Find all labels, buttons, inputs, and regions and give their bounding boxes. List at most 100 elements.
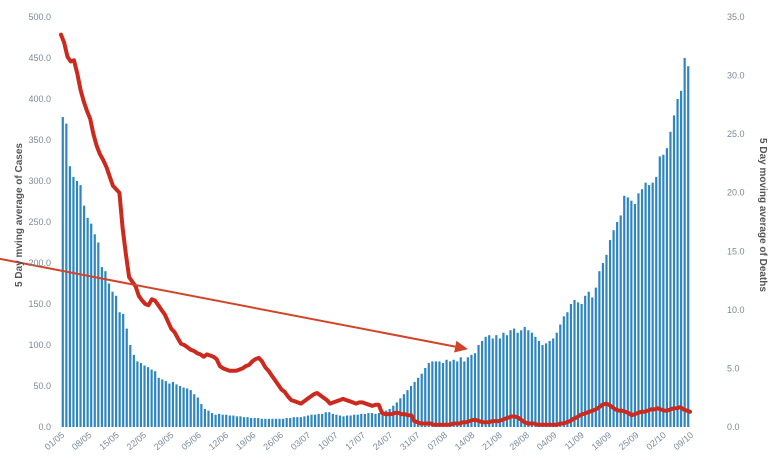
case-bar xyxy=(420,373,423,427)
case-bar xyxy=(175,384,178,427)
case-bar xyxy=(548,340,551,427)
case-bar xyxy=(584,295,587,427)
case-bar xyxy=(125,328,128,427)
right-tick-label: 20.0 xyxy=(727,188,745,198)
case-bar xyxy=(555,332,558,427)
case-bar xyxy=(644,182,647,427)
case-bar xyxy=(598,271,601,427)
case-bar xyxy=(221,414,224,427)
case-bar xyxy=(203,408,207,427)
case-bar xyxy=(633,203,637,427)
case-bar xyxy=(207,410,210,427)
case-bar xyxy=(182,387,185,427)
case-bar xyxy=(349,415,352,427)
case-bar xyxy=(171,381,175,427)
case-bar xyxy=(79,185,82,427)
case-bar xyxy=(186,388,189,427)
case-bar xyxy=(640,189,644,427)
case-bar xyxy=(484,336,487,427)
case-bar xyxy=(168,383,171,427)
case-bar xyxy=(310,414,313,427)
case-bar xyxy=(257,417,260,427)
case-bar xyxy=(580,304,583,427)
case-bar xyxy=(313,414,317,427)
x-axis-ticks: 01/05 08/05 15/05 22/05 29/05 05/06 12/06 19/06… xyxy=(43,430,696,452)
case-bar xyxy=(456,361,459,427)
case-bar xyxy=(676,99,679,427)
case-bar xyxy=(335,414,338,427)
case-bar xyxy=(612,230,615,427)
case-bar xyxy=(605,254,608,427)
left-tick-label: 400.0 xyxy=(28,94,51,104)
case-bar xyxy=(143,365,146,427)
x-tick-label: 11/09 xyxy=(563,430,586,452)
case-bar xyxy=(299,417,302,427)
case-bar xyxy=(623,195,626,427)
case-bar xyxy=(274,418,278,427)
case-bar xyxy=(93,234,96,427)
case-bar xyxy=(626,197,629,427)
case-bar xyxy=(573,299,576,427)
x-tick-label: 24/07 xyxy=(371,430,395,452)
case-bar xyxy=(438,361,441,427)
case-bar xyxy=(385,410,388,427)
left-tick-label: 250.0 xyxy=(28,217,51,227)
case-bar xyxy=(178,386,182,427)
case-bar xyxy=(445,359,448,427)
case-bar xyxy=(264,418,267,427)
case-bar xyxy=(189,390,192,427)
x-tick-label: 25/09 xyxy=(617,430,641,452)
x-tick-label: 07/08 xyxy=(425,430,449,452)
case-bar xyxy=(669,131,672,428)
x-tick-label: 31/07 xyxy=(398,430,422,452)
case-bar xyxy=(466,357,469,427)
case-bar xyxy=(193,394,196,427)
case-bar xyxy=(616,222,619,427)
case-bar xyxy=(449,361,452,427)
case-bar xyxy=(527,330,530,427)
x-tick-label: 03/07 xyxy=(289,430,313,452)
case-bar xyxy=(118,312,121,427)
case-bar xyxy=(516,332,519,427)
x-tick-label: 17/07 xyxy=(343,430,367,452)
case-bar xyxy=(658,156,661,427)
case-bar xyxy=(608,240,612,427)
case-bar xyxy=(374,413,377,427)
case-bar xyxy=(146,367,150,427)
case-bar xyxy=(129,345,132,427)
cases-bars xyxy=(61,58,690,428)
right-tick-label: 25.0 xyxy=(727,129,745,139)
case-bar xyxy=(630,200,633,427)
case-bar xyxy=(246,417,249,427)
case-bar xyxy=(637,193,640,427)
case-bar xyxy=(651,182,654,427)
right-tick-label: 30.0 xyxy=(727,71,745,81)
case-bar xyxy=(424,367,427,427)
left-tick-label: 350.0 xyxy=(28,135,51,145)
case-bar xyxy=(377,413,381,427)
case-bar xyxy=(680,90,683,428)
case-bar xyxy=(360,413,363,427)
case-bar xyxy=(512,328,516,427)
x-tick-label: 22/05 xyxy=(125,430,149,452)
left-axis-title: 5 Day mving average of Cases xyxy=(14,143,25,287)
case-bar xyxy=(72,176,75,427)
case-bar xyxy=(662,154,665,427)
case-bar xyxy=(285,417,288,427)
case-bar xyxy=(200,404,203,427)
case-bar xyxy=(154,371,157,427)
case-bar xyxy=(164,381,167,427)
case-bar xyxy=(562,316,565,427)
trend-arrow-head xyxy=(454,340,468,353)
case-bar xyxy=(655,176,658,427)
case-bar xyxy=(210,413,214,427)
right-tick-label: 5.0 xyxy=(727,363,740,373)
case-bar xyxy=(388,408,391,427)
x-tick-label: 18/09 xyxy=(590,430,614,452)
left-tick-label: 200.0 xyxy=(28,258,51,268)
right-axis-ticks: 0.0 5.0 10.0 15.0 20.0 25.0 30.0 35.0 xyxy=(727,12,745,432)
case-bar xyxy=(530,332,533,427)
case-bar xyxy=(225,414,228,427)
x-tick-label: 14/08 xyxy=(453,430,477,452)
case-bar xyxy=(406,390,409,427)
